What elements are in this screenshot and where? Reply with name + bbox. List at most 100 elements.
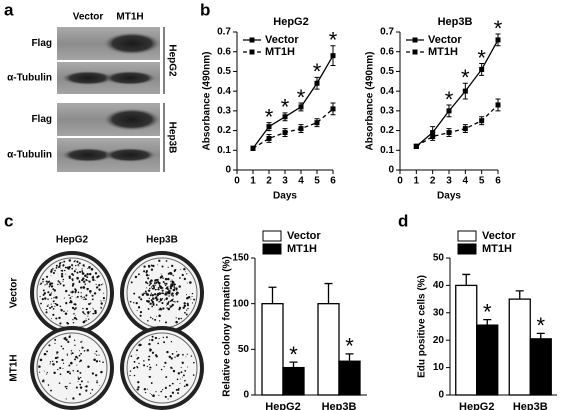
colony-dot: [147, 289, 151, 292]
colony-dot: [87, 315, 89, 317]
x-tick-label: 0: [234, 176, 240, 187]
colony-dot: [71, 352, 74, 355]
colony-dot: [83, 280, 86, 283]
colony-dot: [176, 351, 178, 353]
colony-dot: [149, 287, 151, 290]
colony-dot: [147, 319, 149, 322]
y-tick-label: 0.5: [217, 66, 231, 77]
colony-dot: [186, 273, 188, 275]
colony-dot: [146, 282, 149, 285]
colony-dot: [70, 291, 72, 293]
colony-dot: [60, 308, 62, 310]
colony-dot: [137, 344, 139, 346]
legend-label: MT1H: [287, 243, 317, 255]
colony-dot: [185, 383, 189, 387]
colony-dot: [186, 282, 188, 284]
y-axis-label: Relative colony formation (%): [222, 256, 233, 397]
colony-dot: [51, 282, 54, 285]
colony-dot: [99, 384, 100, 386]
colony-dot: [55, 266, 58, 269]
colony-dot: [150, 286, 153, 288]
colony-dot: [66, 370, 70, 374]
colony-dot: [63, 297, 65, 299]
colony-dot: [103, 300, 105, 302]
y-tick-label: 0.1: [217, 145, 231, 156]
colony-dot: [175, 317, 177, 319]
colony-dot: [98, 288, 101, 291]
colony-dot: [149, 316, 152, 319]
colony-dot: [155, 355, 158, 358]
colony-dot: [86, 311, 89, 313]
colony-dot: [181, 273, 184, 277]
colony-dot: [192, 302, 194, 304]
legend-swatch: [262, 243, 282, 255]
colony-dot: [171, 279, 173, 281]
colony-dot: [193, 361, 195, 364]
colony-dot: [65, 398, 67, 400]
colony-dot: [168, 295, 170, 297]
colony-dot: [65, 338, 68, 341]
blot-band: [104, 108, 160, 131]
colony-dot: [74, 290, 77, 293]
colony-dot: [90, 293, 91, 294]
colony-dot: [54, 342, 56, 344]
colony-dot: [47, 384, 50, 386]
colony-dot: [46, 283, 48, 285]
colony-dot: [162, 292, 164, 295]
colony-dot: [156, 264, 158, 266]
blot-group-label: Hep3B: [166, 122, 177, 154]
colony-dot: [84, 274, 87, 278]
error-bar: [536, 332, 545, 339]
colony-dot: [161, 289, 164, 292]
colony-dot: [73, 303, 75, 305]
colony-dot: [164, 386, 167, 389]
legend-label: MT1H: [265, 46, 295, 58]
colony-dot: [59, 373, 62, 376]
colony-dot: [59, 262, 61, 264]
colony-dot: [87, 280, 89, 282]
colony-dot: [94, 309, 97, 313]
series-line: [415, 104, 499, 147]
colony-dot: [147, 356, 149, 358]
colony-dot: [164, 395, 167, 398]
blot-column-label: MT1H: [116, 12, 143, 23]
blot-band: [62, 148, 114, 162]
colony-dot: [156, 278, 159, 281]
colony-dot: [152, 318, 154, 320]
y-tick-label: 0.6: [380, 46, 394, 57]
colony-dot: [168, 355, 172, 359]
colony-dot: [64, 336, 67, 339]
legend-label: MT1H: [428, 46, 458, 58]
colony-dot: [75, 355, 78, 359]
colony-dot: [49, 307, 52, 309]
colony-dot: [81, 346, 84, 349]
colony-dot: [62, 284, 65, 287]
colony-dot: [160, 368, 163, 371]
y-tick-label: 0.1: [380, 145, 394, 156]
colony-dot: [150, 287, 152, 289]
colony-dot: [168, 384, 171, 387]
colony-dot: [83, 349, 86, 352]
colony-dot: [148, 355, 151, 358]
colony-dot: [45, 311, 48, 314]
colony-dot: [80, 341, 82, 343]
colony-dot: [83, 298, 85, 301]
colony-dot: [56, 351, 59, 354]
colony-dot: [173, 269, 177, 272]
colony-dot: [181, 376, 183, 378]
colony-dot: [69, 297, 72, 299]
colony-dot: [68, 301, 71, 304]
colony-dot: [46, 372, 48, 374]
colony-dot: [90, 311, 92, 313]
colony-dot: [43, 381, 45, 383]
error-bar: [483, 319, 492, 326]
colony-dot: [148, 284, 151, 287]
colony-dot: [73, 312, 75, 315]
colony-dot: [149, 393, 151, 395]
colony-dot: [148, 363, 151, 366]
colony-dot: [87, 365, 90, 368]
legend-marker: [412, 49, 418, 55]
colony-dot: [50, 269, 53, 271]
colony-dot: [166, 295, 168, 297]
colony-dot: [50, 303, 52, 305]
